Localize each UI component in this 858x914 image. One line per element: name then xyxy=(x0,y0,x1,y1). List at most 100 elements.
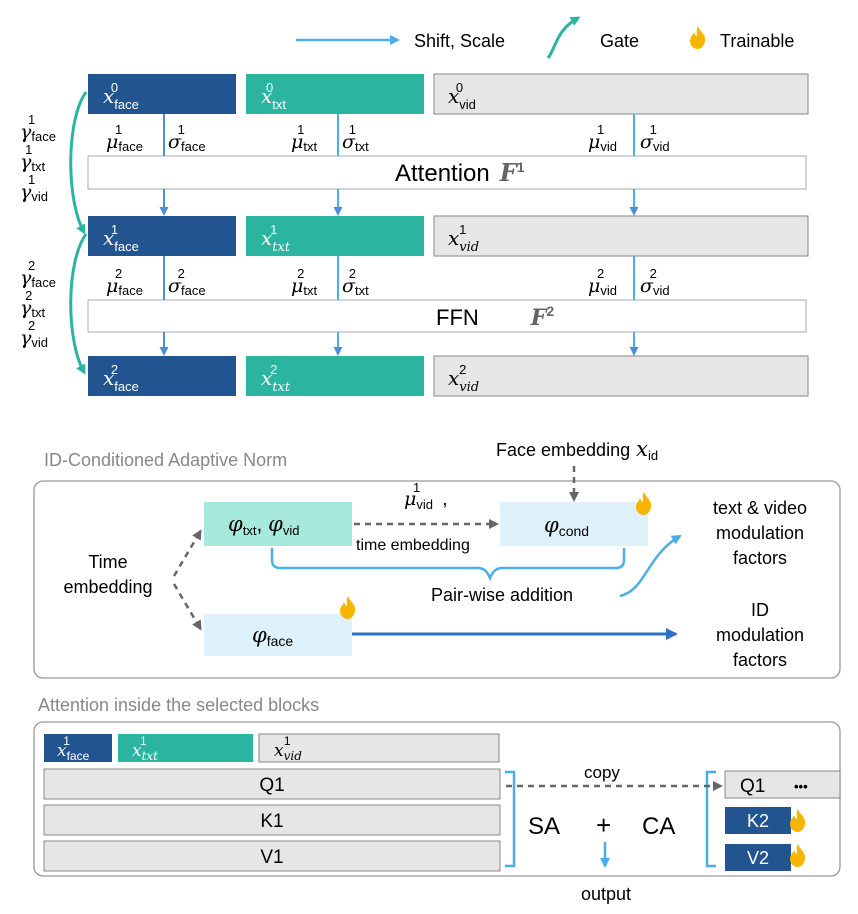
x-txt-0-label: xtxt0 xyxy=(261,80,286,112)
x-txt-1-block xyxy=(246,216,424,256)
k1-bar xyxy=(43,804,501,836)
tv-factors-line3: factors xyxy=(733,548,787,568)
x-face-2-label: xface2 xyxy=(103,362,139,394)
time-embedding-line2: embedding xyxy=(63,577,152,597)
gate-arrow-icon xyxy=(546,16,581,59)
att-x-vid-label: xvid1 xyxy=(274,734,302,763)
plus-label: + xyxy=(596,810,611,840)
time-embedding-line1: Time xyxy=(88,552,127,572)
mu-vid-2: μvid2 xyxy=(588,266,617,298)
q1-copy-bar xyxy=(724,770,841,799)
v2-label: V2 xyxy=(747,848,769,868)
phi-txt-vid-label: φtxt, φvid xyxy=(228,512,299,538)
legend-trainable: Trainable xyxy=(720,31,794,51)
time-to-txt-vid-arrow xyxy=(172,529,202,577)
flame-icon xyxy=(690,26,706,49)
phi-txt-vid-box xyxy=(204,502,352,546)
gate-arrow-1 xyxy=(69,91,88,235)
att-x-txt-block xyxy=(118,734,253,762)
time-to-face-arrow xyxy=(172,583,202,631)
mu-vid-1: μvid1 xyxy=(588,122,617,154)
id-factors-line3: factors xyxy=(733,650,787,670)
gamma-txt-2: γtxt2 xyxy=(20,288,45,320)
mu-face-1: μface1 xyxy=(106,122,143,154)
x-txt-2-label: xtxt2 xyxy=(261,362,291,395)
gamma-vid-2: γvid2 xyxy=(20,318,48,350)
k2-block xyxy=(725,807,791,834)
k2-label: K2 xyxy=(747,811,769,831)
sa-label: SA xyxy=(528,813,560,840)
token-rows: xface0 xtxt0 xvid0 xface1 xtxt1 xvid1 xf… xyxy=(88,73,809,397)
ffn-label: FFN F2 xyxy=(436,303,554,331)
legend-gate: Gate xyxy=(600,31,639,51)
id-factors-line2: modulation xyxy=(716,625,804,645)
tv-factors-line1: text & video xyxy=(713,498,807,518)
mu-face-2: μface2 xyxy=(106,266,143,298)
sigma-face-1: σface1 xyxy=(168,122,206,154)
legend: Shift, Scale Gate Trainable xyxy=(296,16,794,59)
x-face-2-block xyxy=(88,356,236,396)
left-bracket xyxy=(505,770,516,868)
x-face-0-label: xface0 xyxy=(103,80,139,112)
gate-labels: γface1 γtxt1 γvid1 γface2 γtxt2 γvid2 xyxy=(20,91,88,375)
phi-cond-box xyxy=(500,502,648,546)
ca-label: CA xyxy=(642,813,675,840)
output-label: output xyxy=(581,884,631,904)
pairwise-label: Pair-wise addition xyxy=(431,585,573,605)
gamma-face-2: γface2 xyxy=(20,258,56,290)
ffn-bar xyxy=(87,299,807,333)
v1-label: V1 xyxy=(260,847,283,868)
v2-block xyxy=(725,844,791,871)
adaptive-norm-title: ID-Conditioned Adaptive Norm xyxy=(44,450,287,470)
phi-face-label: φface xyxy=(252,623,293,649)
mu-txt-1: μtxt1 xyxy=(291,122,317,154)
face-embedding-label: Face embedding xid xyxy=(496,437,658,463)
sigma-txt-1: σtxt1 xyxy=(342,122,369,154)
more-dots-icon: ••• xyxy=(794,779,808,794)
gamma-txt-1: γtxt1 xyxy=(20,142,45,174)
legend-shift-scale: Shift, Scale xyxy=(414,31,505,51)
att-x-txt-label: xtxt1 xyxy=(132,734,158,763)
x-txt-1-label: xtxt1 xyxy=(261,222,291,255)
att-x-face-label: xface1 xyxy=(57,734,90,763)
x-txt-0-block xyxy=(246,74,424,114)
pairwise-to-tv-arrow xyxy=(619,534,682,598)
gamma-vid-1: γvid1 xyxy=(20,172,48,204)
mu-vid-input: μvid1, xyxy=(404,480,448,512)
x-face-0-block xyxy=(88,74,236,114)
k1-label: K1 xyxy=(260,811,283,832)
x-vid-2-label: xvid2 xyxy=(448,362,479,395)
sigma-txt-2: σtxt2 xyxy=(342,266,369,298)
sigma-vid-2: σvid2 xyxy=(640,266,670,298)
sigma-vid-1: σvid1 xyxy=(640,122,670,154)
id-factors-line1: ID xyxy=(751,600,769,620)
att-x-vid-block xyxy=(258,733,500,763)
x-vid-1-block xyxy=(433,215,809,257)
q1-copy-label: Q1 xyxy=(740,776,765,797)
x-face-1-label: xface1 xyxy=(103,222,139,254)
tv-factors-line2: modulation xyxy=(716,523,804,543)
q1-bar xyxy=(43,768,501,800)
phi-cond-label: φcond xyxy=(544,513,589,539)
time-embedding-small: time embedding xyxy=(356,537,470,554)
sigma-face-2: σface2 xyxy=(168,266,206,298)
gamma-face-1: γface1 xyxy=(20,112,56,144)
gate-arrow-2 xyxy=(69,233,88,375)
v1-bar xyxy=(43,840,501,872)
mu-sigma-labels: μface1 σface1 μtxt1 σtxt1 μvid1 σvid1 μf… xyxy=(106,122,670,298)
x-vid-1-label: xvid1 xyxy=(448,222,479,255)
x-face-1-block xyxy=(88,216,236,256)
phi-face-box xyxy=(204,614,352,656)
pairwise-brace xyxy=(270,548,626,582)
mu-txt-2: μtxt2 xyxy=(291,266,317,298)
att-x-face-block xyxy=(44,734,112,762)
x-vid-0-label: xvid0 xyxy=(448,80,476,112)
attention-label: Attention F1 xyxy=(395,158,525,187)
x-txt-2-block xyxy=(246,356,424,396)
attention-section-title: Attention inside the selected blocks xyxy=(38,695,319,715)
copy-label: copy xyxy=(584,763,620,782)
right-bracket xyxy=(705,770,716,868)
x-vid-0-block xyxy=(433,73,809,115)
shift-scale-arrows xyxy=(159,114,639,356)
